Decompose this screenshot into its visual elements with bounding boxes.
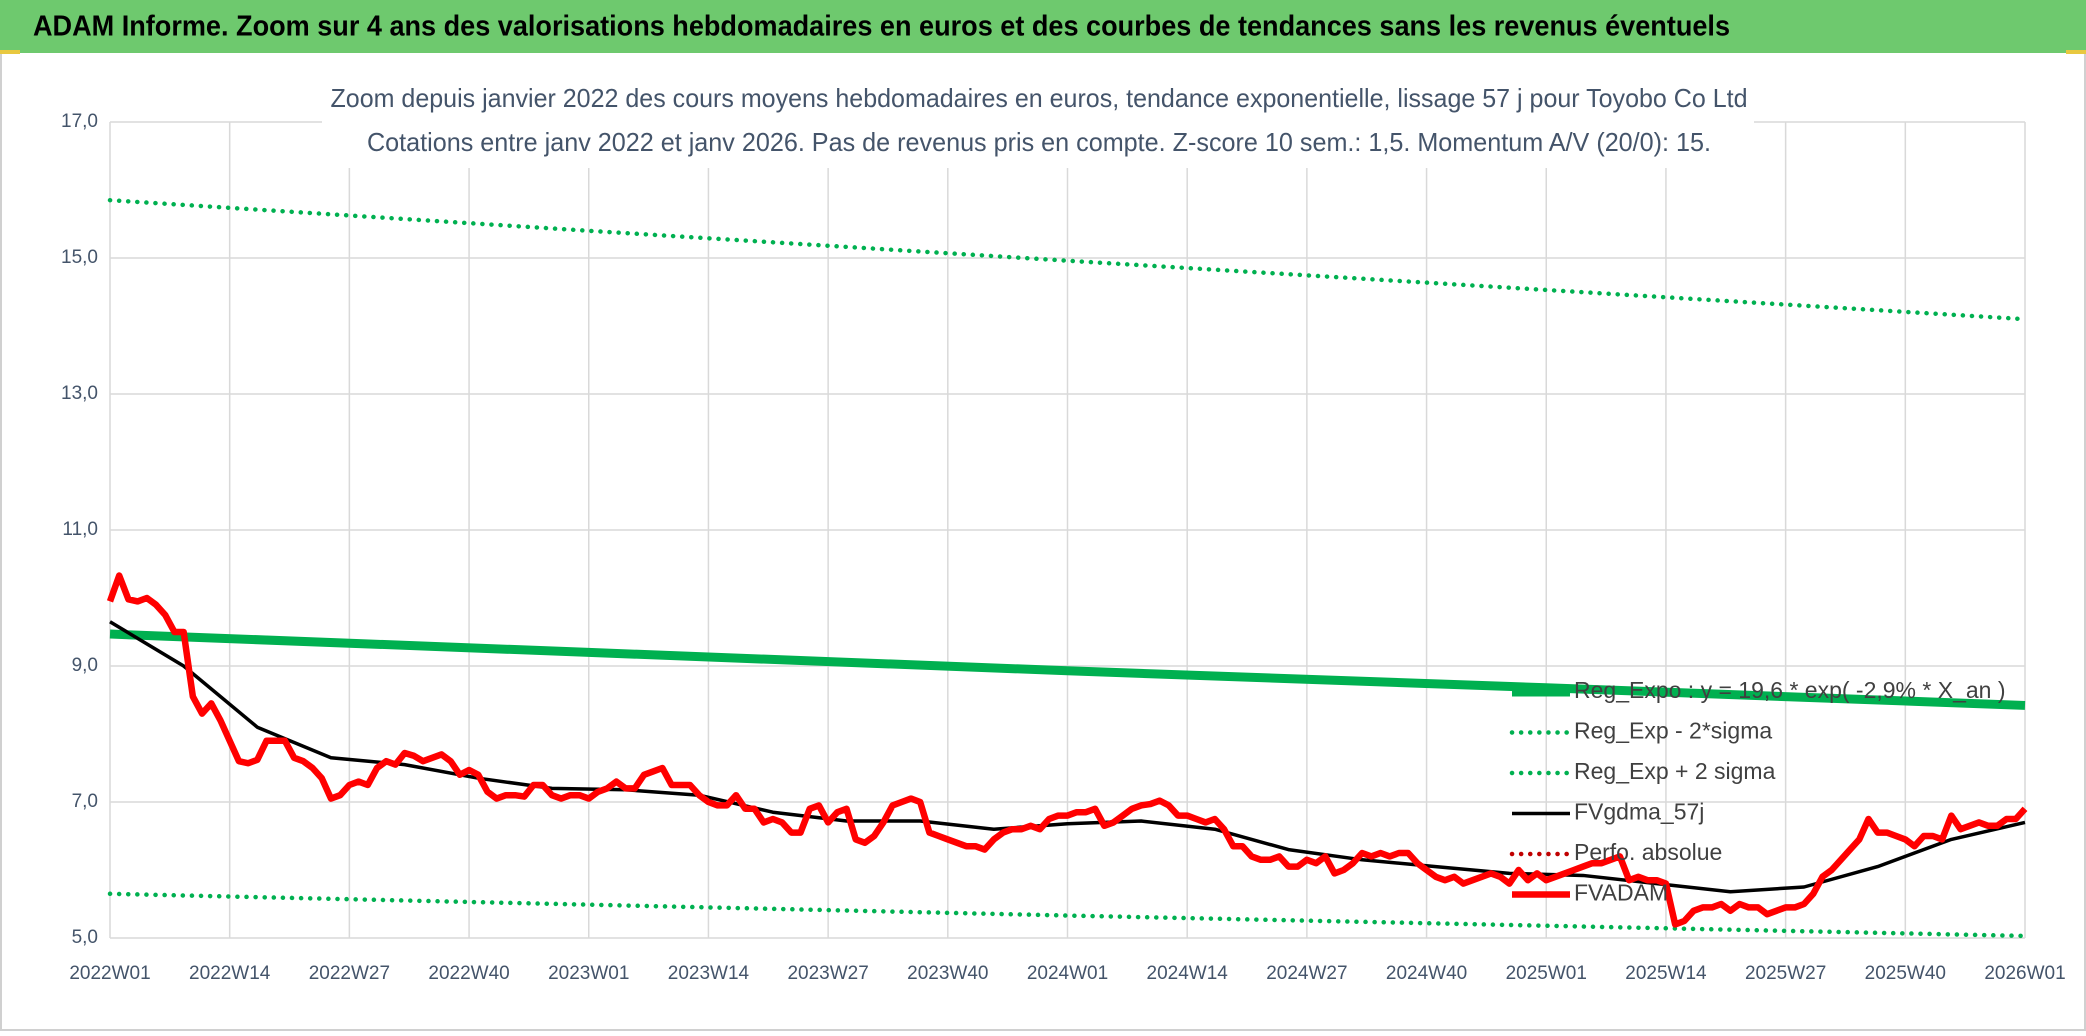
x-tick-label: 2023W14	[668, 963, 750, 984]
y-tick-label: 15,0	[61, 247, 98, 268]
series-line	[107, 197, 2028, 322]
x-tick-label: 2025W01	[1506, 963, 1587, 984]
legend-label: FVgdma_57j	[1574, 799, 1704, 825]
x-tick-label: 2024W40	[1386, 963, 1467, 984]
page-title: ADAM Informe. Zoom sur 4 ans des valoris…	[33, 11, 1730, 43]
header-edge	[2066, 50, 2086, 54]
x-tick-label: 2026W01	[1984, 963, 2065, 984]
series-line	[109, 629, 2026, 710]
y-tick-label: 13,0	[61, 383, 98, 404]
series-line	[106, 572, 2028, 928]
x-tick-label: 2024W27	[1266, 963, 1347, 984]
x-tick-label: 2023W40	[907, 963, 988, 984]
legend-label: Reg_Exp + 2 sigma	[1574, 758, 1776, 784]
y-tick-label: 9,0	[72, 655, 98, 676]
series-line	[109, 620, 2026, 894]
chart-subtitle: Cotations entre janv 2022 et janv 2026. …	[367, 127, 1711, 157]
legend-label: Perfo. absolue	[1574, 839, 1722, 865]
legend: Reg_Expo : y = 19,6 * exp( -2,9% * X_an …	[1509, 677, 2006, 906]
y-tick-label: 11,0	[62, 519, 98, 540]
x-tick-label: 2023W27	[787, 963, 868, 984]
x-tick-label: 2025W40	[1865, 963, 1946, 984]
plot-area: 5,0 7,0 9,0 11,0 13,0 15,0 17,0 2022W01 2022W14 2…	[61, 111, 2066, 984]
title-background	[322, 78, 1754, 168]
x-tick-label: 2022W14	[189, 963, 271, 984]
legend-label: Reg_Exp - 2*sigma	[1574, 718, 1772, 744]
legend-label: Reg_Expo : y = 19,6 * exp( -2,9% * X_an …	[1574, 677, 2006, 703]
x-tick-label: 2022W01	[69, 963, 150, 984]
x-tick-label: 2025W27	[1745, 963, 1826, 984]
y-tick-label: 7,0	[72, 791, 98, 812]
header-bar	[0, 0, 2086, 53]
x-tick-label: 2022W27	[309, 963, 390, 984]
y-tick-label: 17,0	[61, 111, 98, 132]
legend-label: FVADAM	[1574, 880, 1668, 906]
x-tick-label: 2024W14	[1147, 963, 1229, 984]
y-tick-label: 5,0	[72, 927, 98, 948]
x-tick-label: 2023W01	[548, 963, 629, 984]
x-tick-label: 2024W01	[1027, 963, 1108, 984]
header-edge	[0, 50, 20, 54]
series-line	[107, 891, 2028, 939]
chart-title: Zoom depuis janvier 2022 des cours moyen…	[331, 83, 1748, 113]
x-tick-label: 2022W40	[428, 963, 509, 984]
x-tick-label: 2025W14	[1625, 963, 1707, 984]
